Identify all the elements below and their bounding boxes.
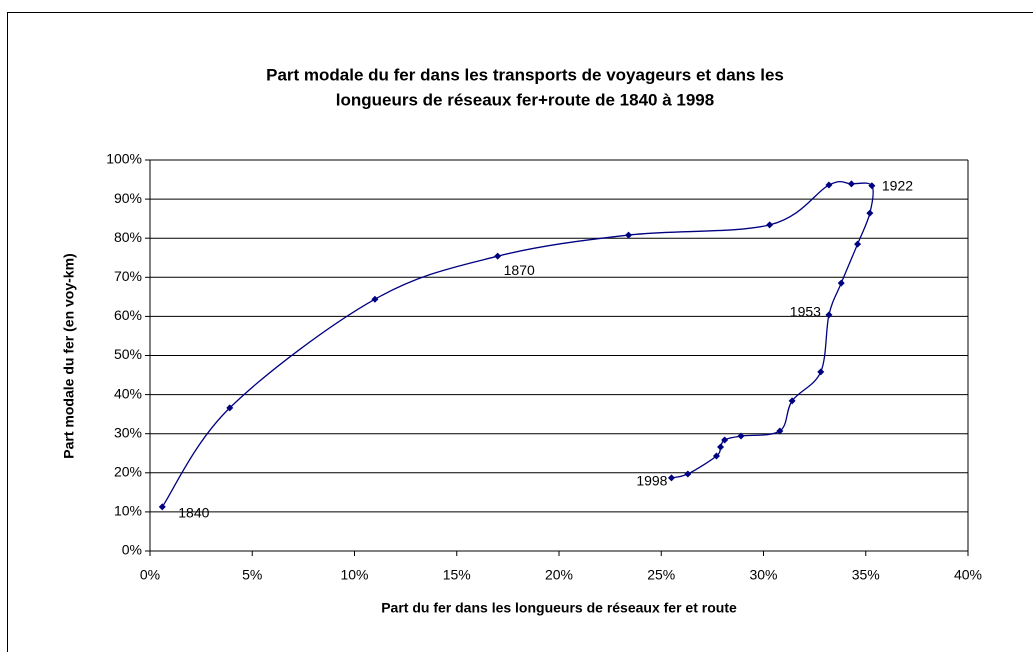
y-tick-label: 50% <box>114 346 142 362</box>
annotation: 1953 <box>790 304 821 320</box>
y-tick-label: 100% <box>106 151 142 167</box>
x-tick-label: 0% <box>140 567 160 583</box>
annotation: 1870 <box>504 262 535 278</box>
y-tick-label: 0% <box>122 542 142 558</box>
data-point <box>817 368 825 376</box>
data-point <box>717 443 725 451</box>
data-point <box>667 474 675 482</box>
chart-frame <box>7 12 1033 652</box>
data-point <box>684 470 692 478</box>
x-tick-label: 40% <box>954 567 982 583</box>
x-tick-label: 30% <box>749 567 777 583</box>
y-tick-label: 70% <box>114 268 142 284</box>
x-tick-label: 35% <box>852 567 880 583</box>
data-point <box>712 452 720 460</box>
data-point <box>721 436 729 444</box>
data-point <box>158 503 166 511</box>
annotation: 1840 <box>178 505 209 521</box>
y-tick-label: 80% <box>114 229 142 245</box>
x-tick-label: 20% <box>545 567 573 583</box>
data-point <box>494 252 502 260</box>
data-point <box>625 231 633 239</box>
annotation: 1922 <box>882 178 913 194</box>
data-point <box>868 182 876 190</box>
data-point <box>847 180 855 188</box>
x-tick-label: 25% <box>647 567 675 583</box>
data-point <box>825 311 833 319</box>
data-point <box>226 404 234 412</box>
chart-title: longueurs de réseaux fer+route de 1840 à… <box>336 90 714 109</box>
annotation: 1998 <box>636 473 667 489</box>
x-tick-label: 5% <box>242 567 262 583</box>
y-tick-label: 90% <box>114 190 142 206</box>
y-tick-label: 40% <box>114 385 142 401</box>
x-tick-label: 15% <box>443 567 471 583</box>
data-point <box>776 427 784 435</box>
y-tick-label: 20% <box>114 464 142 480</box>
data-point <box>766 221 774 229</box>
data-point <box>737 432 745 440</box>
data-point <box>866 209 874 217</box>
data-point <box>371 295 379 303</box>
y-tick-label: 10% <box>114 503 142 519</box>
data-point <box>825 181 833 189</box>
chart-title: Part modale du fer dans les transports d… <box>266 65 784 84</box>
y-tick-label: 30% <box>114 424 142 440</box>
y-axis-title: Part modale du fer (en voy-km) <box>61 253 77 458</box>
x-axis-title: Part du fer dans les longueurs de réseau… <box>381 600 737 616</box>
data-point <box>788 397 796 405</box>
y-tick-label: 60% <box>114 307 142 323</box>
data-point <box>854 240 862 248</box>
x-tick-label: 10% <box>340 567 368 583</box>
data-point <box>837 279 845 287</box>
